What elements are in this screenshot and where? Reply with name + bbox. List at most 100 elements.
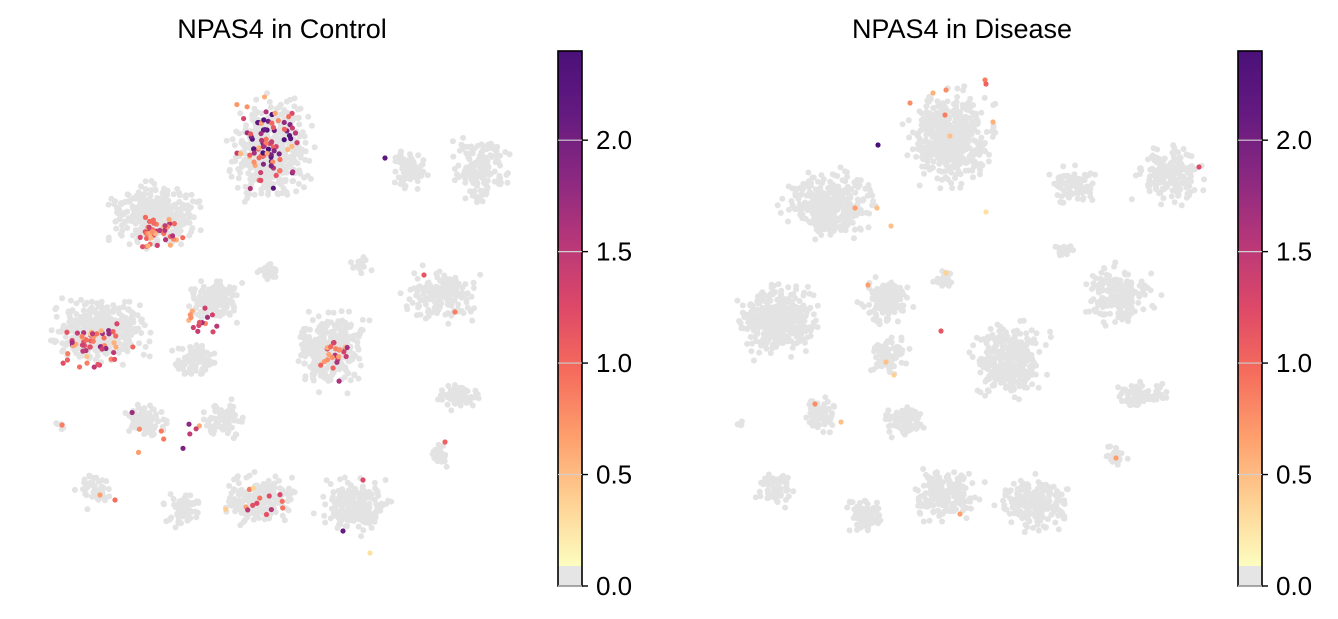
cell-point [112, 497, 118, 503]
cell-point [938, 328, 944, 334]
cell-point [234, 101, 240, 108]
cell-point [990, 119, 996, 125]
cell-point [328, 344, 334, 350]
cell-point [260, 161, 267, 167]
cell-point [260, 150, 266, 156]
cell-point [59, 422, 65, 428]
cell-point [247, 131, 254, 137]
cell-point [76, 364, 83, 370]
cell-point [275, 118, 281, 124]
cell-point [277, 492, 283, 498]
colorbar-zero-block [1238, 566, 1262, 586]
cell-point [891, 372, 897, 378]
cell-point [262, 126, 268, 133]
cell-point [930, 90, 936, 96]
cell-point [84, 360, 90, 366]
cell-point [245, 507, 251, 513]
cell-point [258, 130, 264, 137]
cell-point [139, 244, 146, 250]
cell-point [254, 500, 260, 506]
cell-point [113, 344, 119, 350]
cell-point [241, 115, 247, 122]
cell-point [258, 169, 264, 176]
cell-point [334, 359, 340, 365]
cell-point [943, 270, 949, 276]
cell-point [149, 229, 155, 235]
cell-point [947, 133, 953, 139]
cell-point [279, 498, 285, 504]
cell-point [261, 117, 267, 123]
colorbar-zero-block [558, 566, 582, 586]
cell-point [186, 421, 192, 427]
cell-point [942, 112, 948, 118]
cell-point [202, 305, 208, 311]
cell-point [261, 94, 268, 100]
disease-title: NPAS4 in Disease [852, 14, 1072, 44]
cell-point [289, 143, 295, 149]
cell-point [83, 337, 89, 343]
cell-point [150, 217, 156, 223]
cell-point [280, 505, 286, 511]
cell-point [268, 506, 274, 513]
cell-point [99, 346, 105, 352]
cell-point [97, 492, 103, 498]
cell-point [256, 155, 262, 161]
cell-point [210, 329, 216, 335]
colorbar-tick-label: 0.0 [1276, 571, 1312, 601]
cell-point [257, 495, 263, 501]
colorbar-tick-label: 0.5 [1276, 460, 1312, 490]
cell-point [95, 361, 101, 368]
cell-point [264, 150, 270, 157]
cell-point [276, 151, 282, 157]
disease-panel: NPAS4 in Disease 0.0 0.5 1.0 1.5 2.0 [734, 14, 1312, 601]
cell-point [983, 81, 989, 87]
cell-point [103, 345, 109, 352]
cell-point [111, 340, 117, 346]
cell-point [80, 348, 86, 354]
control-panel: NPAS4 in Control 0.0 0.5 1.0 1.5 2.0 [47, 14, 632, 601]
cell-point [344, 344, 350, 351]
cell-point [260, 144, 267, 150]
cell-point [265, 146, 272, 152]
cell-point [193, 426, 199, 432]
colorbar-tick-label: 1.0 [596, 348, 632, 378]
cell-point [110, 329, 116, 335]
cell-point [129, 409, 135, 416]
cell-point [272, 110, 278, 116]
cell-point [277, 156, 283, 163]
colorbar-gradient [1238, 51, 1262, 566]
cell-point [74, 330, 80, 336]
cell-point [166, 216, 172, 223]
cell-point [64, 329, 70, 335]
cell-point [106, 331, 112, 337]
cell-point [162, 223, 168, 229]
cell-point [251, 159, 257, 165]
cell-point [1113, 455, 1119, 461]
cell-point [144, 235, 150, 242]
cell-point [187, 312, 193, 318]
cell-point [246, 486, 252, 493]
cell-point [452, 309, 458, 315]
cell-point [326, 351, 332, 358]
cell-point [812, 401, 818, 407]
cell-point [209, 312, 215, 318]
colorbar-tick-label: 1.5 [1276, 237, 1312, 267]
cell-point [250, 485, 257, 491]
colorbar-tick-label: 0.0 [596, 571, 632, 601]
cell-point [148, 235, 154, 241]
cell-point [277, 168, 283, 174]
cell-point [247, 152, 253, 158]
cell-point [442, 439, 448, 445]
cell-point [170, 233, 176, 239]
cell-point [60, 360, 66, 366]
cell-point [266, 493, 272, 499]
cell-point [865, 282, 871, 288]
cell-point [281, 126, 288, 132]
cell-point [223, 506, 229, 512]
colorbar-gradient [558, 51, 582, 566]
cell-point [190, 324, 196, 331]
cell-point [145, 243, 151, 249]
cell-point [65, 351, 71, 357]
colorbar-tick-label: 1.0 [1276, 348, 1312, 378]
cell-point [330, 340, 336, 346]
